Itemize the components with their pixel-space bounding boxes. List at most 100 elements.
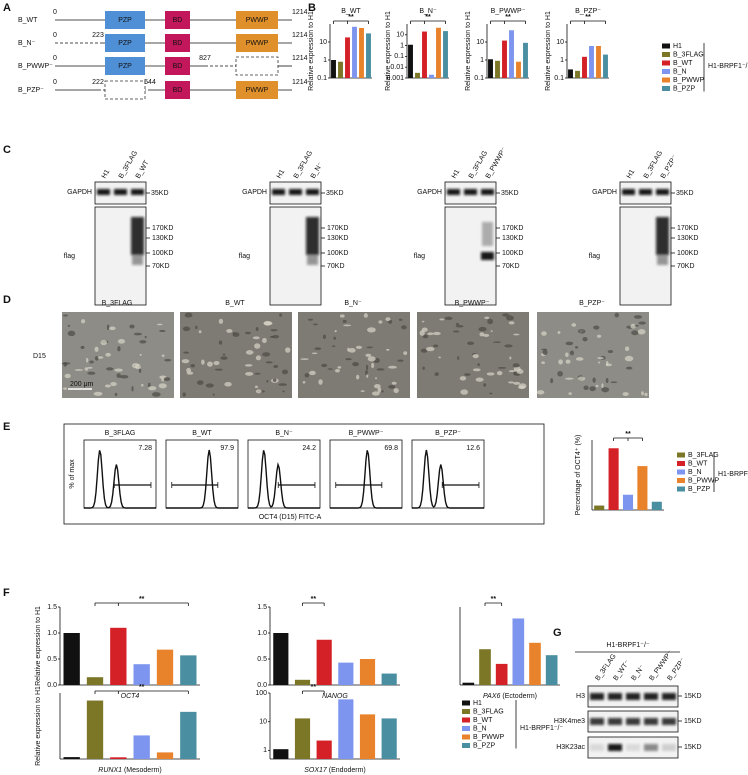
cell [391, 381, 397, 385]
legend-swatch [662, 52, 670, 57]
domain-label: BD [173, 40, 183, 47]
cell [360, 390, 365, 392]
cell [598, 361, 601, 364]
chart-title: OCT4 [121, 693, 140, 700]
significance: ** [625, 431, 631, 438]
cell [158, 383, 167, 389]
band [481, 252, 494, 260]
cell [94, 346, 99, 352]
cell [478, 326, 487, 332]
band [131, 189, 144, 195]
cell [422, 366, 425, 370]
cell [285, 347, 291, 353]
cell [366, 346, 373, 349]
legend-label: B_3FLAG [688, 452, 719, 459]
legend-label: B_3FLAG [473, 708, 504, 715]
cell [110, 381, 117, 387]
cell [386, 348, 390, 351]
legend-label: B_PZP [688, 486, 711, 493]
bar [436, 27, 441, 78]
y-tick-label: 0.5 [257, 656, 267, 663]
domain-box [105, 11, 145, 29]
scale-label: 200 μm [70, 381, 94, 388]
histogram [248, 450, 320, 509]
position-label: 1214 [292, 32, 308, 39]
y-tick-label: 0.01 [390, 64, 404, 71]
marker-label: 35KD [326, 190, 344, 197]
bar [133, 735, 150, 759]
cell [312, 323, 318, 326]
cell [506, 315, 514, 321]
legend-swatch [677, 486, 685, 492]
cell [157, 323, 163, 326]
cell [457, 356, 460, 360]
cell [254, 343, 261, 349]
cell [89, 360, 94, 364]
domain-label: BD [173, 17, 183, 24]
bar [86, 677, 104, 685]
position-label: 0 [53, 32, 57, 39]
gate-value: 69.8 [384, 445, 398, 452]
cell [634, 324, 639, 327]
cell [138, 368, 142, 374]
bar [608, 448, 619, 510]
band [306, 217, 319, 255]
cell [218, 340, 223, 345]
chart-title: SOX17 (Endoderm) [304, 767, 366, 774]
cell [565, 359, 571, 364]
cell [637, 329, 646, 335]
bar [316, 740, 332, 759]
y-tick-label: 10 [396, 32, 404, 39]
cell [117, 339, 126, 344]
domain-label: BD [173, 63, 183, 70]
y-tick-label: 1 [263, 747, 267, 754]
gene-name: OCT4 [121, 693, 140, 700]
band [590, 744, 604, 751]
cell [610, 381, 618, 384]
chart-title: B_WT [341, 8, 361, 15]
band [481, 189, 494, 195]
cell [605, 360, 609, 367]
bar [381, 673, 397, 685]
lane-label: H1 [101, 169, 112, 180]
band [626, 693, 640, 700]
cell [139, 353, 142, 356]
cell [377, 387, 382, 393]
cell [459, 376, 467, 381]
cell [265, 361, 273, 364]
cell [186, 367, 192, 373]
cell [464, 373, 471, 376]
marker-label: 130KD [152, 235, 173, 242]
cell [117, 346, 121, 352]
domain-box [236, 34, 278, 52]
cell [273, 365, 279, 369]
cell [624, 355, 634, 362]
cell [381, 390, 384, 393]
bar [651, 501, 662, 510]
legend-group: H1-BRPF1⁻/⁻ [708, 63, 748, 70]
bar [422, 31, 427, 79]
cell [630, 323, 636, 329]
cell [334, 369, 340, 373]
cell [300, 358, 309, 360]
legend-group: H1-BRPF1⁻/⁻ [718, 471, 748, 478]
domain-label: PZP [118, 40, 132, 47]
domain-box [236, 81, 278, 99]
gate-value: 12.6 [466, 445, 480, 452]
y-tick-label: 0.1 [554, 75, 564, 82]
cell [195, 325, 198, 330]
construct-name: B_PWWP⁻ [18, 63, 53, 70]
group-label: H1-BRPF1⁻/⁻ [606, 642, 649, 649]
cell [550, 378, 554, 384]
loading-label: GAPDH [417, 189, 442, 196]
cell [74, 369, 83, 371]
histogram-frame [83, 439, 157, 509]
band [132, 255, 143, 265]
cell [460, 389, 469, 395]
cell [201, 359, 205, 365]
histogram-title: B_3FLAG [105, 430, 136, 437]
gene-name: PAX6 [483, 693, 500, 700]
position-label: 827 [199, 55, 211, 62]
histogram-title: B_N⁻ [275, 430, 293, 437]
marker-label: 130KD [327, 235, 348, 242]
